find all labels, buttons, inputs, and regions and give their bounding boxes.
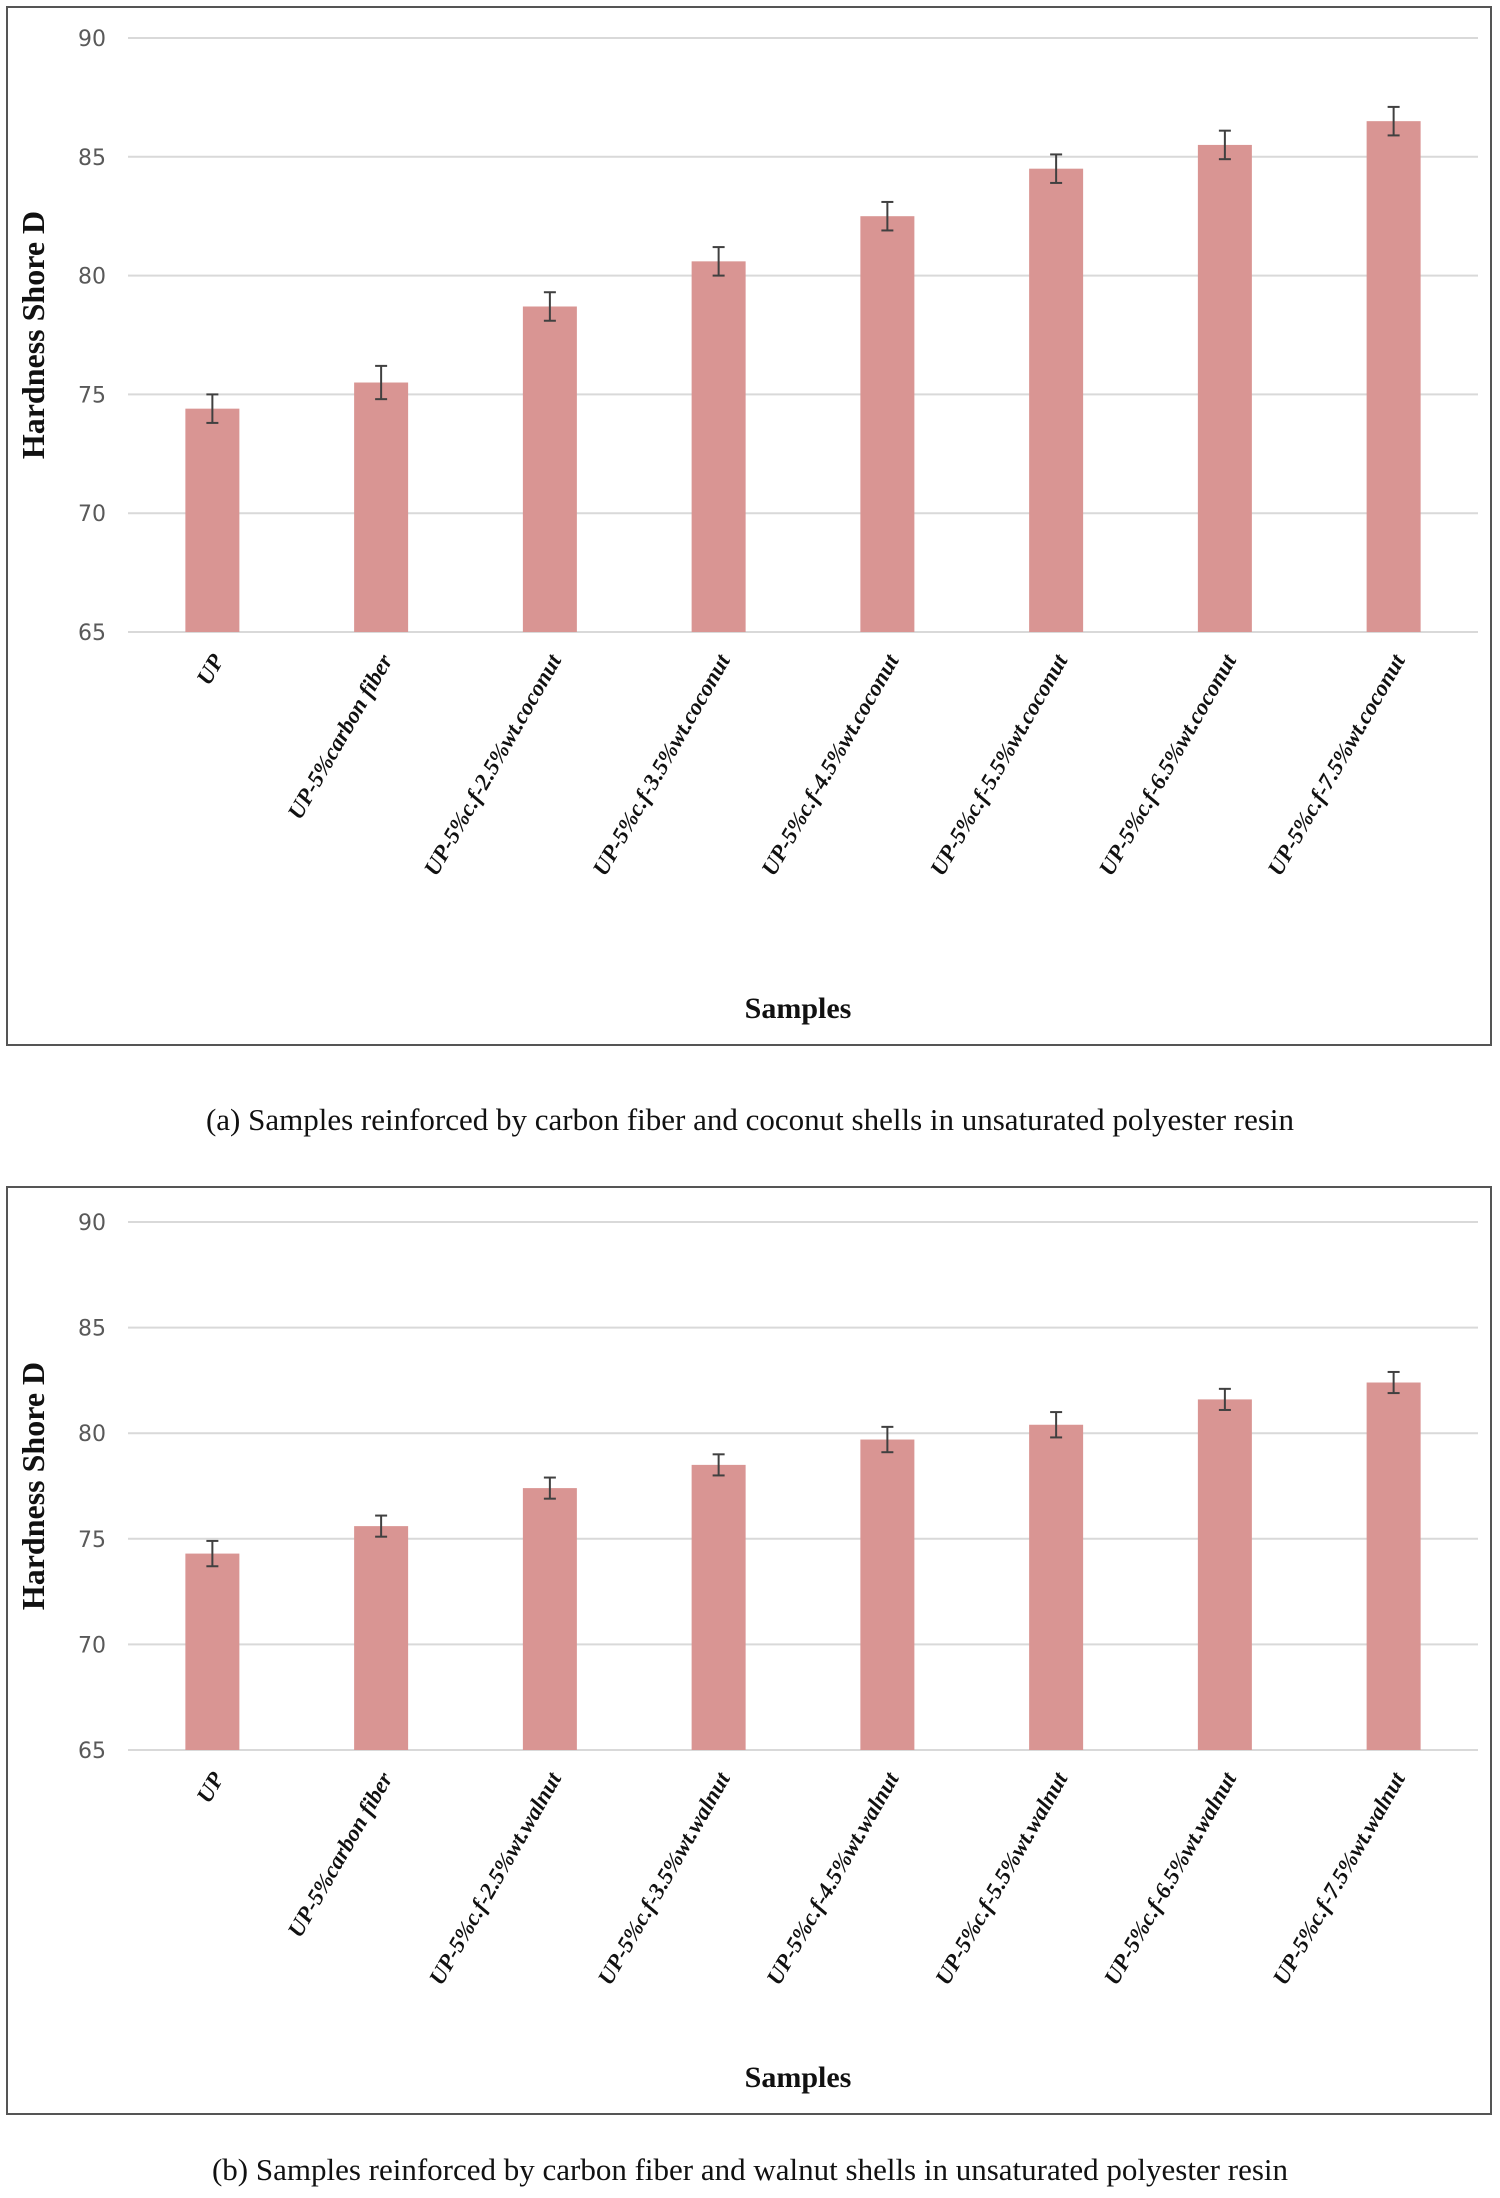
- bar: [354, 1526, 409, 1750]
- x-tick-label: UP-5%c.f-4.5%wt.coconut: [757, 649, 904, 879]
- y-tick-label: 75: [78, 383, 106, 408]
- bar: [1366, 1382, 1421, 1750]
- chart-b-panel: 65 70 75 80 85 90 UP UP-5%carbon fiber UP-5%c.f-…: [6, 1186, 1492, 2115]
- x-tick-label: UP-5%carbon fiber: [283, 649, 398, 823]
- caption-a-text: Samples reinforced by carbon fiber and c…: [248, 1102, 1295, 1137]
- x-axis-title: Samples: [745, 992, 852, 1025]
- x-tick-label: UP-5%c.f-5.5%wt.coconut: [925, 649, 1072, 879]
- bar: [1029, 168, 1084, 632]
- bar: [860, 216, 915, 632]
- bar: [860, 1439, 915, 1750]
- y-axis-title: Hardness Shore D: [15, 211, 51, 459]
- bar: [691, 1464, 746, 1750]
- y-tick-label: 65: [78, 1739, 106, 1764]
- x-tick-label: UP-5%c.f-6.5%wt.coconut: [1094, 649, 1241, 879]
- bar: [691, 261, 746, 632]
- caption-a: (a) Samples reinforced by carbon fiber a…: [0, 1102, 1500, 1138]
- bar: [1366, 121, 1421, 632]
- bar: [522, 1488, 577, 1750]
- y-tick-label: 75: [78, 1528, 106, 1553]
- y-tick-label: 70: [78, 1633, 106, 1658]
- bar: [1197, 144, 1252, 633]
- y-tick-label: 80: [78, 265, 106, 290]
- x-tick-label: UP-5%c.f-2.5%wt.walnut: [424, 1767, 566, 1989]
- bar: [185, 408, 240, 632]
- x-tick-label: UP-5%c.f-3.5%wt.walnut: [593, 1767, 735, 1989]
- x-tick-label: UP-5%c.f-4.5%wt.walnut: [762, 1767, 904, 1989]
- x-tick-label: UP-5%c.f-6.5%wt.walnut: [1099, 1767, 1241, 1989]
- y-tick-label: 85: [78, 1317, 106, 1342]
- y-tick-label: 80: [78, 1422, 106, 1447]
- bar: [522, 306, 577, 632]
- y-tick-label: 85: [78, 146, 106, 171]
- y-tick-label: 70: [78, 502, 106, 527]
- bar: [354, 382, 409, 632]
- x-tick-label: UP: [192, 649, 229, 689]
- x-tick-label: UP-5%c.f-3.5%wt.coconut: [588, 649, 735, 879]
- caption-b-label: (b): [211, 2152, 249, 2187]
- bar: [1197, 1399, 1252, 1750]
- y-axis-title: Hardness Shore D: [15, 1362, 51, 1610]
- x-tick-label: UP-5%c.f-5.5%wt.walnut: [930, 1767, 1072, 1989]
- caption-a-label: (a): [205, 1102, 241, 1137]
- y-tick-label: 65: [78, 621, 106, 646]
- x-tick-label: UP-5%c.f-2.5%wt.coconut: [419, 649, 566, 879]
- bar: [1029, 1424, 1084, 1750]
- y-tick-label: 90: [78, 1211, 106, 1236]
- x-tick-label: UP: [192, 1767, 229, 1807]
- y-tick-label: 90: [78, 27, 106, 52]
- chart-a-panel: 65 70 75 80 85 90 UP UP-5%carbon fiber UP-5%c.f-…: [6, 6, 1492, 1046]
- caption-b-text: Samples reinforced by carbon fiber and w…: [255, 2152, 1289, 2187]
- x-axis-title: Samples: [745, 2061, 852, 2094]
- caption-b: (b) Samples reinforced by carbon fiber a…: [0, 2152, 1500, 2188]
- x-tick-label: UP-5%carbon fiber: [283, 1767, 398, 1941]
- bar: [185, 1553, 240, 1750]
- x-tick-label: UP-5%c.f-7.5%wt.walnut: [1268, 1767, 1410, 1989]
- x-tick-label: UP-5%c.f-7.5%wt.coconut: [1263, 649, 1410, 879]
